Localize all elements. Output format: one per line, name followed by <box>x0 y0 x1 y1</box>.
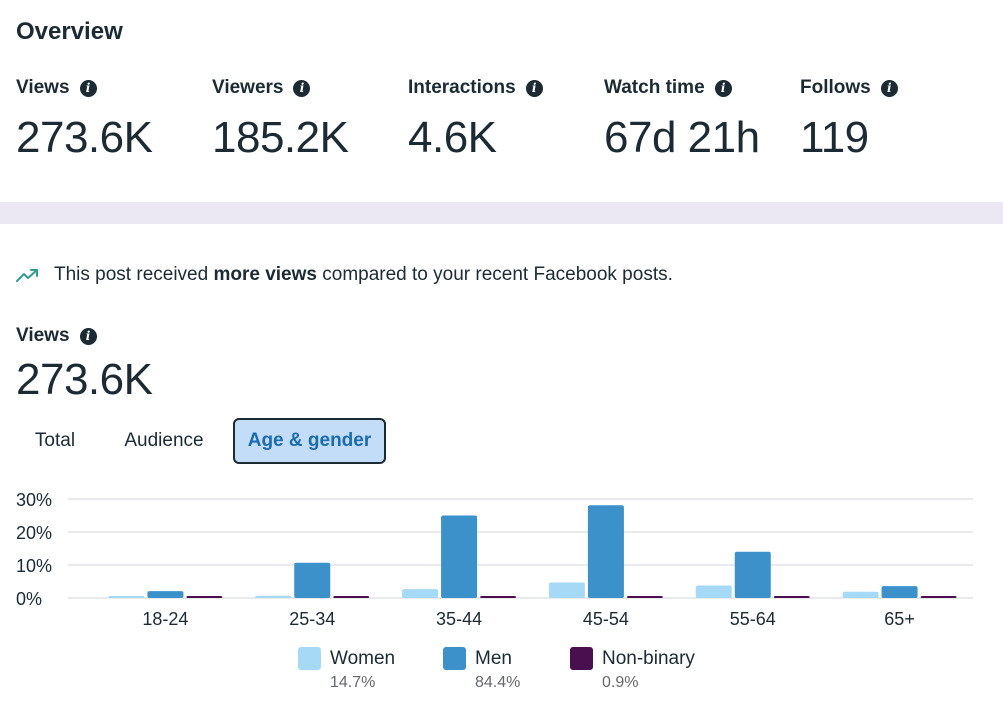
x-tick-label: 25-34 <box>289 609 335 629</box>
metric-value: 185.2K <box>212 113 349 162</box>
bar-men <box>587 505 624 598</box>
y-tick-label: 0% <box>16 589 42 609</box>
legend-swatch-women <box>298 647 321 670</box>
metric-label: Views <box>16 77 70 98</box>
views-heading: Views i <box>16 324 97 348</box>
y-tick-label: 10% <box>16 556 52 576</box>
legend-label: Non-binary <box>602 648 695 669</box>
legend-percent: 14.7% <box>330 674 376 691</box>
bar-men <box>441 515 478 598</box>
tab-total[interactable]: Total <box>34 430 76 451</box>
bar-women <box>255 595 292 598</box>
x-tick-label: 55-64 <box>730 609 776 629</box>
metric-value: 119 <box>800 113 869 162</box>
metric-interactions: Interactions i 4.6K <box>408 76 543 164</box>
bar-non-binary <box>333 596 370 598</box>
bar-women <box>108 596 145 598</box>
bar-non-binary <box>773 596 810 598</box>
metric-label: Watch time <box>604 77 705 98</box>
views-label: Views <box>16 325 70 346</box>
metric-watch-time: Watch time i 67d 21h <box>604 76 760 164</box>
bar-non-binary <box>186 596 223 598</box>
section-divider <box>0 202 1003 224</box>
x-tick-label: 65+ <box>884 609 915 629</box>
bar-non-binary <box>626 596 663 598</box>
bar-non-binary <box>920 596 957 598</box>
tab-age-gender[interactable]: Age & gender <box>233 418 386 464</box>
y-tick-label: 20% <box>16 523 52 543</box>
legend-swatch-men <box>443 647 466 670</box>
bar-men <box>294 562 331 598</box>
metric-value: 4.6K <box>408 113 497 162</box>
metric-value: 273.6K <box>16 113 153 162</box>
insight-banner: This post received more views compared t… <box>16 264 673 286</box>
legend-percent: 84.4% <box>475 674 521 691</box>
x-tick-label: 35-44 <box>436 609 482 629</box>
legend-label: Women <box>330 648 396 669</box>
metric-label: Follows <box>800 77 871 98</box>
insight-text: This post received more views compared t… <box>54 264 673 285</box>
info-icon[interactable]: i <box>79 79 97 97</box>
legend-swatch-non-binary <box>570 647 593 670</box>
bar-women <box>842 591 879 598</box>
legend-label: Men <box>475 648 512 669</box>
info-icon[interactable]: i <box>79 327 97 345</box>
y-tick-label: 30% <box>16 490 52 510</box>
info-icon[interactable]: i <box>714 79 732 97</box>
info-icon[interactable]: i <box>525 79 543 97</box>
metric-label: Interactions <box>408 77 516 98</box>
metric-viewers: Viewers i 185.2K <box>212 76 349 164</box>
bar-men <box>734 551 771 598</box>
x-tick-label: 18-24 <box>142 609 188 629</box>
legend-percent: 0.9% <box>602 674 639 691</box>
x-tick-label: 45-54 <box>583 609 629 629</box>
age-gender-chart: 0% 10% 20% 30% 18-24 25-34 35-44 45-54 55-64 65+ <box>16 490 973 629</box>
bar-women <box>548 582 585 598</box>
metric-label: Viewers <box>212 77 284 98</box>
metric-follows: Follows i 119 <box>800 76 898 164</box>
views-value: 273.6K <box>16 355 153 404</box>
bar-men <box>881 586 918 598</box>
info-icon[interactable]: i <box>880 79 898 97</box>
trending-up-icon <box>16 269 38 282</box>
tab-audience[interactable]: Audience <box>124 430 204 451</box>
bar-non-binary <box>480 596 517 598</box>
metric-value: 67d 21h <box>604 113 760 162</box>
bar-women <box>695 585 732 598</box>
info-icon[interactable]: i <box>293 79 311 97</box>
metric-views: Views i 273.6K <box>16 76 153 164</box>
bar-men <box>147 591 184 598</box>
bar-women <box>402 589 439 598</box>
overview-title: Overview <box>16 18 123 45</box>
